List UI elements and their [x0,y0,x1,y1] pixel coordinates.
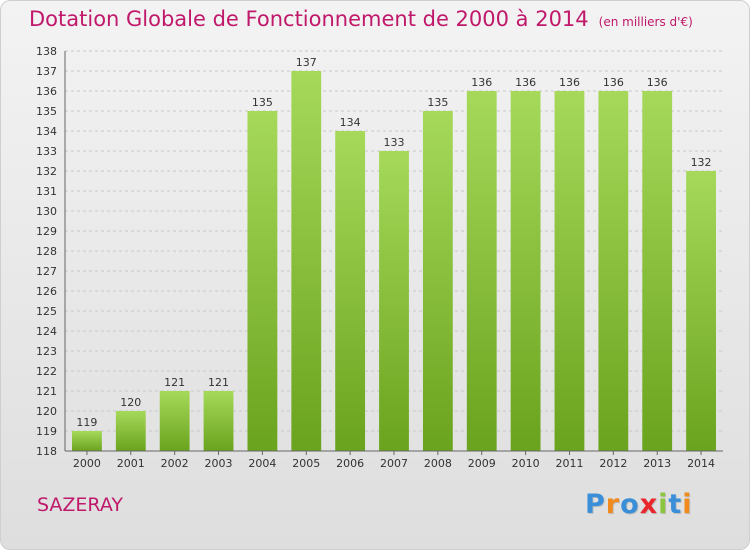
x-tick-label: 2000 [73,457,101,470]
x-tick-label: 2002 [161,457,189,470]
logo-letter: i [658,489,669,520]
y-tick-label: 119 [36,425,57,438]
y-tick-label: 120 [36,405,57,418]
bar [115,411,146,451]
y-tick-label: 122 [36,365,57,378]
proxiti-logo: Proxiti [585,489,693,520]
y-tick-label: 127 [36,265,57,278]
logo-letter: r [605,489,621,520]
y-tick-label: 132 [36,165,57,178]
y-tick-label: 137 [36,65,57,78]
y-tick-label: 128 [36,245,57,258]
y-tick-label: 135 [36,105,57,118]
bar-value-label: 135 [427,96,448,109]
logo-letter: o [620,489,640,520]
x-tick-label: 2003 [205,457,233,470]
bar [598,91,629,451]
y-tick-label: 125 [36,305,57,318]
commune-name: SAZERAY [37,494,123,516]
chart-subtitle: (en milliers d'€) [598,15,693,29]
x-tick-label: 2006 [336,457,364,470]
bar-value-label: 120 [120,396,141,409]
y-tick-label: 118 [36,445,57,458]
bar [686,171,716,451]
x-tick-label: 2007 [380,457,408,470]
bar-value-label: 136 [647,76,668,89]
x-tick-label: 2012 [599,457,627,470]
x-tick-label: 2009 [468,457,496,470]
bar [554,91,585,451]
bar-value-label: 134 [340,116,361,129]
y-tick-label: 133 [36,145,57,158]
x-tick-label: 2004 [248,457,276,470]
logo-letter: P [585,489,606,520]
bar [72,431,102,451]
bar-value-label: 133 [384,136,405,149]
y-tick-label: 121 [36,385,57,398]
bar-value-label: 136 [515,76,536,89]
bar-value-label: 137 [296,56,317,69]
x-tick-label: 2001 [117,457,145,470]
bar-value-label: 135 [252,96,273,109]
y-tick-label: 131 [36,185,57,198]
logo-letter: t [668,489,683,520]
y-tick-label: 129 [36,225,57,238]
bar [642,91,673,451]
x-tick-label: 2010 [512,457,540,470]
bar-value-label: 136 [559,76,580,89]
x-tick-label: 2011 [555,457,583,470]
x-tick-label: 2013 [643,457,671,470]
bar-value-label: 121 [208,376,229,389]
bar-value-label: 136 [603,76,624,89]
bar [379,151,409,451]
bar-value-label: 132 [691,156,712,169]
bar-value-label: 136 [471,76,492,89]
x-tick-label: 2014 [687,457,715,470]
chart-title: Dotation Globale de Fonctionnement de 20… [29,7,693,31]
chart-title-text: Dotation Globale de Fonctionnement de 20… [29,7,589,31]
y-tick-label: 123 [36,345,57,358]
bar [159,391,190,451]
bar [422,111,453,451]
y-tick-label: 136 [36,85,57,98]
bar [335,131,366,451]
bar [291,71,322,451]
y-tick-label: 124 [36,325,57,338]
bar [247,111,278,451]
y-tick-label: 138 [36,45,57,58]
bar-value-label: 121 [164,376,185,389]
bar [466,91,497,451]
bar [510,91,541,451]
logo-letter: i [682,489,693,520]
bar [203,391,234,451]
y-tick-label: 126 [36,285,57,298]
y-tick-label: 130 [36,205,57,218]
y-tick-label: 134 [36,125,57,138]
x-tick-label: 2005 [292,457,320,470]
x-tick-label: 2008 [424,457,452,470]
bar-value-label: 119 [76,416,97,429]
logo-letter: x [639,489,659,520]
